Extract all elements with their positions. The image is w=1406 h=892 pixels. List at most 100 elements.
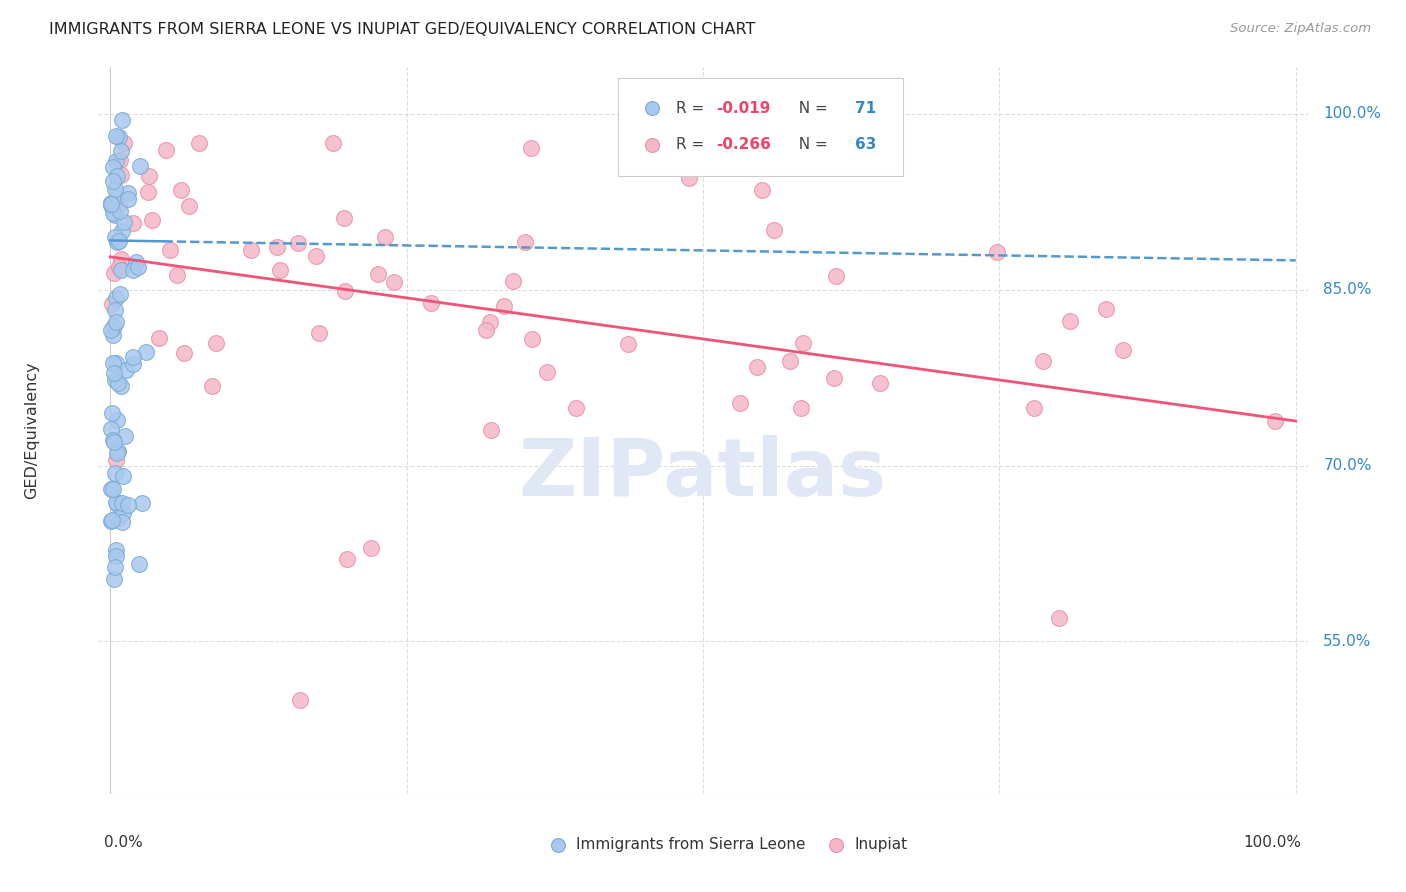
Point [333,211,356,226]
Point [105,543,128,558]
Point [105,190,128,204]
Point [374,230,396,244]
Point [1022,401,1045,415]
Point [111,223,134,237]
Text: ZIPatlas: ZIPatlas [519,435,887,513]
Point [322,136,344,150]
Point [105,235,128,250]
Point [643,174,665,188]
Point [643,232,665,246]
Text: 0.0%: 0.0% [104,835,143,850]
Point [108,153,131,167]
Point [110,252,132,267]
Point [112,469,135,483]
Text: 100.0%: 100.0% [1244,835,1302,850]
Point [763,222,786,236]
Point [823,371,845,385]
Point [107,444,129,458]
Point [114,429,136,443]
Text: -0.266: -0.266 [716,137,770,153]
Point [121,216,143,230]
Point [107,260,129,274]
Point [792,335,814,350]
Point [100,514,122,528]
Point [108,204,131,219]
Point [1112,343,1135,357]
Point [305,248,328,262]
Point [288,693,311,707]
Point [105,445,128,459]
Point [747,359,769,374]
Point [104,182,127,196]
Point [110,495,132,509]
Text: 100.0%: 100.0% [1323,106,1381,121]
Point [101,297,124,311]
Point [128,160,150,174]
Point [111,112,134,127]
Point [104,467,127,481]
Point [103,266,125,280]
Text: N =: N = [789,137,832,153]
Point [105,412,128,426]
Point [104,559,127,574]
Point [110,379,132,393]
Point [170,183,193,197]
Point [141,213,163,227]
Text: R =: R = [676,137,710,153]
Point [502,274,524,288]
Point [100,197,122,211]
Point [101,513,124,527]
Point [492,299,515,313]
Point [520,141,543,155]
Point [104,208,127,222]
Text: IMMIGRANTS FROM SIERRA LEONE VS INUPIAT GED/EQUIVALENCY CORRELATION CHART: IMMIGRANTS FROM SIERRA LEONE VS INUPIAT … [49,22,755,37]
Point [179,199,201,213]
Point [105,128,128,143]
Point [128,557,150,571]
Point [105,291,128,305]
Point [1032,354,1054,368]
Point [138,169,160,184]
Point [1264,414,1286,428]
Point [104,549,127,564]
Text: 85.0%: 85.0% [1323,282,1372,297]
Point [100,195,122,210]
Point [100,323,122,337]
Point [336,552,359,566]
Point [166,268,188,282]
Point [1059,314,1081,328]
Point [105,453,128,467]
Point [986,244,1008,259]
Point [117,186,139,200]
Point [122,350,145,364]
Point [108,129,131,144]
Point [1094,302,1116,317]
Point [135,345,157,359]
Point [520,332,543,346]
Text: 70.0%: 70.0% [1323,458,1372,473]
Point [103,573,125,587]
Point [104,495,127,509]
Point [269,262,291,277]
Point [728,396,751,410]
Point [101,160,124,174]
Point [105,315,128,329]
Point [678,171,700,186]
Point [287,236,309,251]
Point [124,255,146,269]
Point [114,363,136,377]
Point [112,136,135,150]
Point [155,143,177,157]
Text: Source: ZipAtlas.com: Source: ZipAtlas.com [1230,22,1371,36]
Point [104,302,127,317]
Point [105,169,128,183]
Point [103,366,125,380]
Point [127,260,149,274]
Point [108,197,131,211]
Point [360,541,382,555]
Text: 63: 63 [855,137,877,153]
Point [107,234,129,248]
Point [103,327,125,342]
Point [104,373,127,387]
Point [131,496,153,510]
